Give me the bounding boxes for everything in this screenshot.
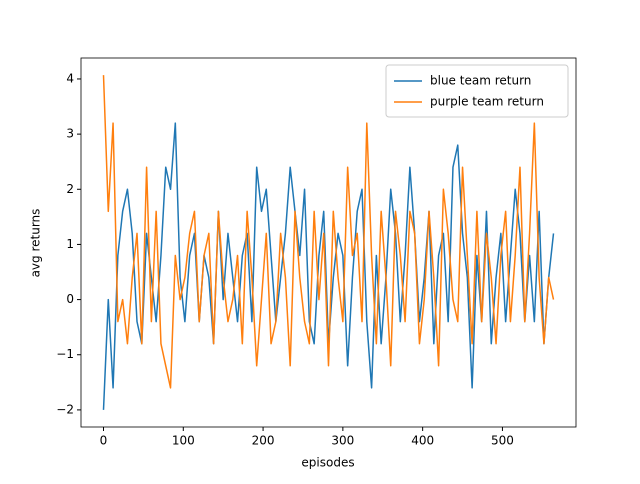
y-tick-label: −2 bbox=[56, 402, 74, 416]
y-tick-label: 4 bbox=[66, 71, 74, 85]
x-tick-label: 300 bbox=[331, 434, 354, 448]
x-axis-label: episodes bbox=[301, 456, 354, 470]
x-tick-label: 500 bbox=[491, 434, 514, 448]
plot-frame bbox=[80, 57, 577, 428]
y-tick-label: 2 bbox=[66, 182, 74, 196]
y-tick-label: 0 bbox=[66, 292, 74, 306]
x-tick-label: 100 bbox=[172, 434, 195, 448]
legend-frame bbox=[385, 64, 569, 118]
legend: blue team return purple team return bbox=[385, 64, 569, 118]
x-tick-label: 0 bbox=[100, 434, 108, 448]
y-tick-label: 3 bbox=[66, 127, 74, 141]
legend-label: blue team return bbox=[430, 74, 531, 88]
x-tick-label: 400 bbox=[411, 434, 434, 448]
y-axis-label: avg returns bbox=[29, 209, 43, 278]
legend-label: purple team return bbox=[430, 95, 544, 109]
series-line bbox=[102, 75, 555, 389]
y-tick-label: 1 bbox=[66, 237, 74, 251]
x-tick-label: 200 bbox=[252, 434, 275, 448]
y-tick-label: −1 bbox=[56, 347, 74, 361]
